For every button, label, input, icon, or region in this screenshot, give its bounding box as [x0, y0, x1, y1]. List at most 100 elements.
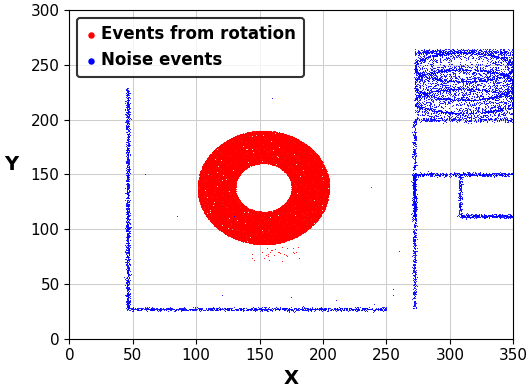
Events from rotation: [210, 196, 219, 202]
Noise events: [426, 101, 434, 107]
Events from rotation: [210, 205, 218, 212]
Events from rotation: [252, 232, 261, 238]
Events from rotation: [204, 174, 213, 180]
Events from rotation: [256, 153, 265, 159]
Events from rotation: [284, 220, 293, 227]
Events from rotation: [271, 222, 279, 228]
Noise events: [464, 86, 473, 93]
Events from rotation: [246, 140, 254, 146]
Events from rotation: [223, 169, 232, 175]
Events from rotation: [248, 151, 257, 157]
Events from rotation: [203, 198, 211, 204]
Events from rotation: [268, 129, 276, 136]
Events from rotation: [302, 149, 311, 155]
Events from rotation: [206, 154, 215, 161]
Events from rotation: [242, 159, 251, 165]
Events from rotation: [250, 231, 259, 237]
Events from rotation: [231, 170, 239, 176]
Events from rotation: [200, 173, 209, 179]
Events from rotation: [292, 214, 301, 220]
Events from rotation: [207, 190, 215, 196]
Events from rotation: [296, 201, 305, 208]
Noise events: [479, 213, 488, 219]
Events from rotation: [238, 225, 246, 231]
Events from rotation: [240, 165, 249, 171]
Events from rotation: [290, 136, 298, 143]
Noise events: [409, 174, 418, 180]
Events from rotation: [298, 203, 307, 209]
Events from rotation: [220, 143, 228, 149]
Events from rotation: [319, 174, 327, 180]
Events from rotation: [251, 218, 259, 224]
Events from rotation: [271, 240, 279, 247]
Noise events: [436, 50, 445, 56]
Events from rotation: [223, 138, 232, 145]
Events from rotation: [221, 221, 230, 227]
Events from rotation: [225, 143, 233, 149]
Noise events: [432, 58, 440, 65]
Events from rotation: [263, 157, 272, 163]
Events from rotation: [222, 189, 231, 195]
Events from rotation: [257, 145, 265, 152]
Noise events: [123, 187, 131, 193]
Events from rotation: [240, 161, 248, 167]
Events from rotation: [231, 212, 239, 218]
Events from rotation: [273, 226, 281, 232]
Events from rotation: [263, 150, 272, 156]
Events from rotation: [273, 239, 281, 245]
Events from rotation: [294, 182, 302, 188]
Events from rotation: [306, 189, 315, 196]
Events from rotation: [276, 157, 285, 163]
Events from rotation: [263, 221, 271, 228]
Noise events: [164, 308, 172, 314]
Events from rotation: [262, 131, 271, 137]
Events from rotation: [322, 194, 331, 200]
Noise events: [122, 92, 131, 98]
Events from rotation: [297, 167, 305, 174]
Events from rotation: [214, 199, 223, 205]
Noise events: [502, 214, 511, 220]
Events from rotation: [288, 135, 296, 142]
Noise events: [413, 199, 421, 205]
Noise events: [410, 299, 419, 305]
Events from rotation: [242, 217, 250, 223]
Events from rotation: [287, 175, 295, 181]
Events from rotation: [254, 128, 262, 134]
Events from rotation: [243, 162, 251, 168]
Events from rotation: [223, 163, 231, 169]
Events from rotation: [237, 169, 246, 175]
Events from rotation: [256, 209, 265, 216]
Events from rotation: [273, 159, 281, 165]
Events from rotation: [307, 181, 315, 188]
Noise events: [431, 52, 440, 58]
Events from rotation: [270, 160, 278, 167]
Events from rotation: [312, 178, 320, 185]
Events from rotation: [302, 213, 310, 219]
Events from rotation: [215, 147, 223, 153]
Events from rotation: [312, 153, 321, 160]
Events from rotation: [313, 201, 321, 208]
Events from rotation: [226, 156, 235, 162]
Events from rotation: [254, 209, 263, 216]
Events from rotation: [258, 237, 267, 243]
Events from rotation: [275, 160, 283, 166]
Events from rotation: [206, 203, 214, 209]
Events from rotation: [259, 138, 268, 145]
Events from rotation: [239, 220, 247, 226]
Events from rotation: [208, 196, 217, 203]
Events from rotation: [263, 130, 272, 136]
Events from rotation: [292, 199, 301, 205]
Events from rotation: [256, 128, 265, 134]
Events from rotation: [318, 196, 326, 202]
Events from rotation: [289, 134, 297, 140]
Events from rotation: [293, 168, 301, 174]
Events from rotation: [278, 137, 286, 143]
Events from rotation: [213, 198, 221, 204]
Events from rotation: [299, 187, 307, 193]
Noise events: [506, 118, 514, 124]
Events from rotation: [321, 175, 329, 181]
Events from rotation: [256, 135, 265, 142]
Events from rotation: [233, 218, 242, 225]
Events from rotation: [235, 227, 243, 234]
Events from rotation: [240, 156, 248, 162]
